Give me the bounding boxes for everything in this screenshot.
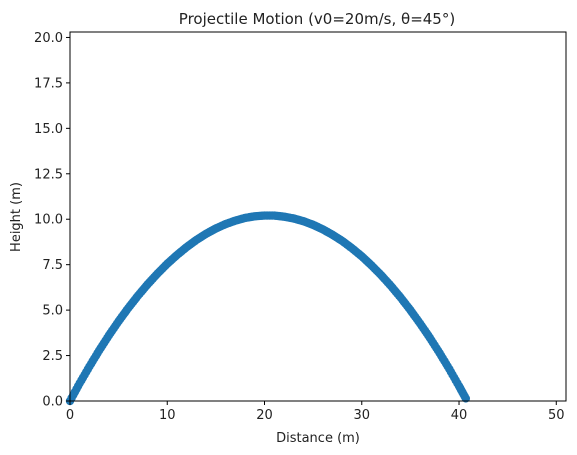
trajectory-point <box>445 364 454 374</box>
y-tick-label: 17.5 <box>34 76 63 91</box>
y-tick-label: 12.5 <box>34 167 63 182</box>
trajectory-point <box>347 244 357 253</box>
trajectory-point <box>124 303 133 313</box>
trajectory-point <box>318 225 328 234</box>
trajectory-point <box>85 362 94 371</box>
y-tick-label: 5.0 <box>42 304 63 319</box>
x-tick-label: 20 <box>256 408 273 423</box>
y-tick-label: 7.5 <box>42 258 63 273</box>
y-tick-label: 10.0 <box>34 213 63 228</box>
y-tick-label: 20.0 <box>34 31 63 46</box>
y-tick-label: 0.0 <box>42 395 63 410</box>
trajectory-point <box>133 291 143 300</box>
trajectory-point <box>260 211 269 220</box>
x-axis-label: Distance (m) <box>276 431 360 446</box>
trajectory-point <box>386 281 396 291</box>
trajectory-point <box>454 381 464 391</box>
trajectory-point <box>377 271 386 280</box>
trajectory-point <box>289 214 298 223</box>
trajectory-point <box>270 211 279 220</box>
chart-title: Projectile Motion (v0=20m/s, θ=45°) <box>179 10 455 28</box>
trajectory-point <box>328 230 337 240</box>
trajectory-point <box>211 224 221 233</box>
trajectory-point <box>299 217 308 226</box>
trajectory-point <box>201 229 211 238</box>
trajectory-point <box>153 269 162 278</box>
trajectory-point <box>435 348 444 358</box>
trajectory-point <box>94 346 104 355</box>
x-tick-label: 0 <box>66 408 74 423</box>
trajectory-point <box>279 212 289 221</box>
trajectory-point <box>231 216 240 225</box>
trajectory-point <box>163 259 172 268</box>
x-tick-label: 50 <box>548 408 565 423</box>
trajectory-point <box>114 317 123 326</box>
x-axis-ticks: 0 10 20 30 40 50 <box>66 401 565 423</box>
x-tick-label: 10 <box>159 408 176 423</box>
trajectory-point <box>308 220 318 230</box>
trajectory-point <box>250 212 259 221</box>
trajectory-point <box>172 250 182 260</box>
plot-frame <box>69 31 567 402</box>
trajectory-point <box>192 235 201 245</box>
trajectory-point <box>338 236 347 246</box>
y-tick-label: 2.5 <box>42 349 63 364</box>
trajectory-point <box>367 261 376 270</box>
trajectory-point <box>75 378 84 388</box>
y-tick-label: 15.0 <box>34 122 63 137</box>
trajectory-point <box>357 252 366 261</box>
trajectory-point <box>240 213 250 223</box>
trajectory-point <box>104 331 114 340</box>
trajectory-point <box>396 293 405 302</box>
trajectory-point <box>415 319 425 328</box>
plot-marks <box>65 211 471 406</box>
trajectory-point <box>406 305 415 315</box>
x-tick-label: 40 <box>451 408 468 423</box>
x-tick-label: 30 <box>353 408 370 423</box>
y-axis-label: Height (m) <box>9 182 24 252</box>
y-axis-ticks: 0.0 2.5 5.0 7.5 10.0 12.5 15.0 17.5 20.0 <box>34 31 70 410</box>
trajectory-point <box>143 279 153 289</box>
trajectory-point <box>182 242 191 252</box>
trajectory-point <box>425 333 435 342</box>
trajectory-point <box>221 219 230 229</box>
